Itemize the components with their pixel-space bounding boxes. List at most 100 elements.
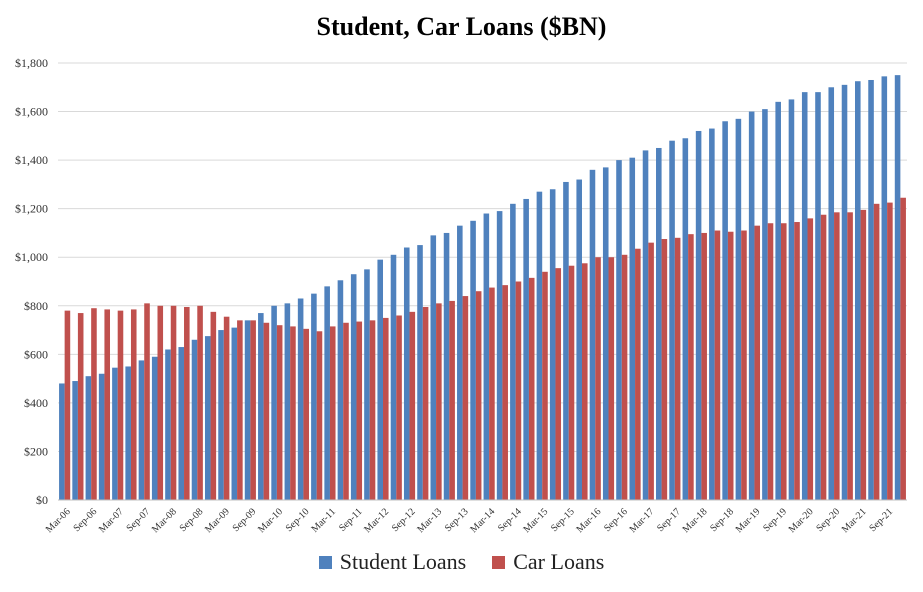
- bar-student-loans: [496, 211, 503, 500]
- x-tick-label: Mar-09: [203, 506, 232, 535]
- bar-car-loans: [475, 291, 482, 500]
- y-axis-tick-labels: $0 $200 $400 $600 $800 $1,000 $1,200 $1,400 $1,6…: [15, 56, 48, 507]
- bar-car-loans: [847, 212, 853, 500]
- bar-car-loans: [780, 223, 787, 500]
- bar-student-loans: [271, 305, 277, 500]
- bar-car-loans: [130, 309, 137, 500]
- legend-label-student-loans: Student Loans: [339, 549, 467, 574]
- bar-student-loans: [709, 128, 715, 501]
- bar-car-loans: [807, 218, 814, 500]
- chart-title: Student, Car Loans ($BN): [316, 12, 607, 41]
- bar-student-loans: [656, 147, 662, 500]
- bar-car-loans: [276, 325, 283, 500]
- bar-car-loans: [674, 237, 681, 501]
- bar-student-loans: [589, 169, 596, 501]
- bar-car-loans: [489, 287, 495, 500]
- x-tick-label: Sep-13: [443, 506, 471, 534]
- bar-car-loans: [449, 300, 455, 500]
- bar-car-loans: [104, 309, 111, 500]
- bar-student-loans: [748, 111, 755, 501]
- bar-student-loans: [536, 191, 543, 500]
- bar-student-loans: [894, 75, 901, 500]
- bar-student-loans: [231, 327, 238, 500]
- bar-car-loans: [462, 296, 469, 500]
- bar-car-loans: [714, 230, 721, 500]
- bar-student-loans: [258, 313, 264, 500]
- bar-student-loans: [616, 160, 622, 500]
- x-tick-label: Mar-10: [256, 506, 285, 535]
- bar-student-loans: [457, 225, 463, 500]
- bar-student-loans: [377, 259, 384, 500]
- bars: [59, 75, 906, 501]
- bar-student-loans: [165, 349, 171, 500]
- bar-car-loans: [170, 305, 177, 500]
- bar-car-loans: [568, 265, 575, 500]
- x-tick-label: Mar-21: [840, 506, 869, 535]
- bar-student-loans: [801, 92, 808, 500]
- y-tick-label: $1,000: [15, 250, 48, 264]
- x-tick-label: Sep-14: [496, 506, 524, 534]
- bar-car-loans: [528, 277, 535, 500]
- bar-car-loans: [210, 311, 217, 500]
- legend-item-student-loans: Student Loans: [318, 549, 467, 575]
- bar-student-loans: [324, 286, 330, 500]
- bar-car-loans: [648, 242, 654, 500]
- bar-student-loans: [523, 198, 529, 500]
- legend: Student Loans Car Loans: [0, 549, 923, 575]
- x-tick-label: Mar-08: [150, 506, 179, 535]
- legend-swatch-car-loans: [492, 555, 506, 569]
- bar-car-loans: [436, 303, 442, 500]
- x-tick-label: Sep-08: [178, 506, 206, 534]
- bar-car-loans: [688, 234, 694, 501]
- bar-car-loans: [117, 310, 124, 500]
- bar-student-loans: [244, 320, 251, 500]
- x-tick-label: Sep-09: [231, 506, 259, 534]
- x-tick-label: Sep-19: [761, 506, 789, 534]
- bar-car-loans: [356, 321, 363, 500]
- legend-label-car-loans: Car Loans: [513, 549, 605, 574]
- x-tick-label: Sep-15: [549, 506, 577, 534]
- bar-car-loans: [701, 232, 707, 500]
- bar-car-loans: [767, 223, 774, 500]
- x-tick-label: Mar-18: [681, 506, 710, 535]
- bar-student-loans: [722, 121, 728, 501]
- bar-student-loans: [112, 367, 118, 500]
- bar-student-loans: [311, 293, 317, 500]
- legend-swatch-student-loans: [318, 555, 332, 569]
- x-tick-label: Sep-12: [390, 506, 418, 534]
- bar-student-loans: [204, 336, 211, 500]
- bar-car-loans: [422, 306, 429, 500]
- bar-car-loans: [741, 230, 747, 500]
- x-tick-label: Mar-15: [521, 506, 550, 535]
- bar-car-loans: [369, 320, 376, 500]
- bar-student-loans: [563, 181, 569, 500]
- bar-car-loans: [303, 328, 309, 500]
- y-tick-label: $1,200: [15, 202, 48, 216]
- bar-student-loans: [775, 101, 781, 500]
- bar-car-loans: [515, 281, 522, 500]
- x-tick-label: Sep-21: [867, 506, 895, 534]
- x-tick-label: Mar-14: [468, 506, 497, 535]
- bar-student-loans: [125, 366, 131, 500]
- bar-student-loans: [151, 356, 158, 500]
- bar-car-loans: [834, 212, 840, 500]
- x-tick-label: Sep-11: [337, 506, 365, 534]
- bar-student-loans: [284, 303, 291, 500]
- bar-car-loans: [820, 214, 827, 500]
- bar-car-loans: [608, 257, 615, 500]
- x-tick-label: Mar-07: [97, 506, 126, 535]
- bar-car-loans: [144, 303, 150, 500]
- bar-student-loans: [297, 298, 304, 500]
- bar-student-loans: [510, 203, 516, 501]
- bar-car-loans: [290, 326, 296, 500]
- bar-student-loans: [350, 274, 357, 500]
- y-tick-label: $400: [24, 396, 48, 410]
- bar-student-loans: [841, 84, 848, 500]
- bar-car-loans: [555, 268, 562, 500]
- bar-car-loans: [197, 305, 203, 500]
- legend-item-car-loans: Car Loans: [492, 549, 604, 575]
- bar-student-loans: [178, 347, 185, 500]
- bar-student-loans: [470, 220, 476, 501]
- x-tick-label: Sep-06: [71, 506, 99, 534]
- bar-student-loans: [364, 269, 370, 500]
